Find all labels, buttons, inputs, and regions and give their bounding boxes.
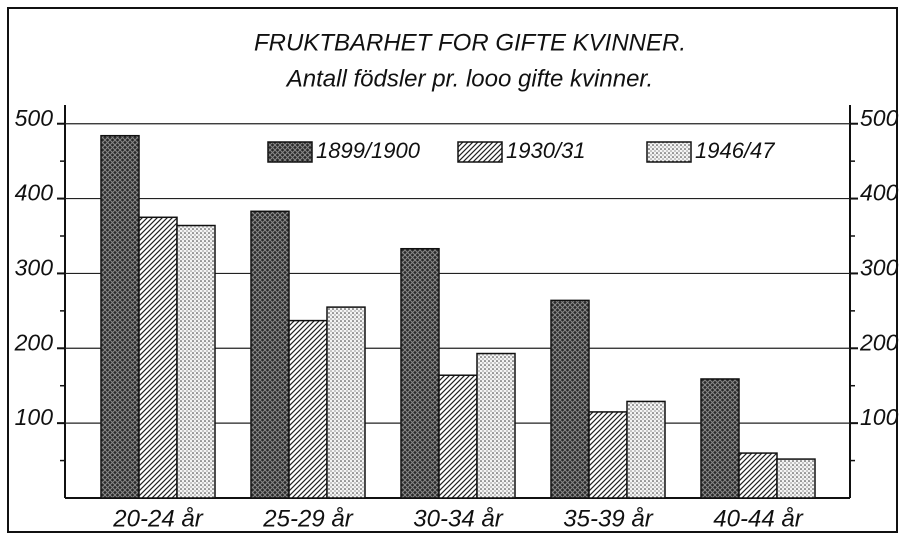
bar bbox=[626, 400, 666, 499]
chart-title: FRUKTBARHET FOR GIFTE KVINNER. bbox=[254, 29, 686, 56]
x-tick-label: 35-39 år bbox=[563, 505, 653, 532]
legend-label: 1946/47 bbox=[695, 138, 775, 163]
x-tick-label: 25-29 år bbox=[262, 505, 353, 532]
bar bbox=[776, 458, 816, 499]
y-tick-label: 200 bbox=[14, 329, 54, 355]
y2-tick-label: 100 bbox=[860, 404, 899, 430]
y2-tick-label: 500 bbox=[860, 105, 899, 131]
bar bbox=[738, 452, 778, 499]
bar bbox=[476, 352, 516, 499]
bar bbox=[588, 411, 628, 499]
bar bbox=[138, 216, 178, 499]
legend-label: 1899/1900 bbox=[316, 138, 421, 163]
x-tick-label: 30-34 år bbox=[413, 505, 503, 532]
bar bbox=[326, 306, 366, 499]
legend-swatch bbox=[457, 141, 503, 163]
bar bbox=[288, 319, 328, 499]
bar bbox=[100, 134, 140, 499]
legend-label: 1930/31 bbox=[506, 138, 586, 163]
y2-tick-label: 200 bbox=[859, 329, 899, 355]
y2-tick-label: 400 bbox=[860, 180, 899, 206]
y2-tick-label: 300 bbox=[860, 255, 899, 281]
bar bbox=[176, 224, 216, 499]
y-tick-label: 100 bbox=[15, 404, 54, 430]
chart-subtitle: Antall födsler pr. looo gifte kvinner. bbox=[285, 65, 653, 92]
bar bbox=[250, 210, 290, 499]
x-tick-label: 40-44 år bbox=[713, 505, 803, 532]
x-tick-label: 20-24 år bbox=[112, 505, 203, 532]
y-tick-label: 500 bbox=[15, 105, 54, 131]
y-tick-label: 300 bbox=[15, 255, 54, 281]
bar bbox=[400, 247, 440, 499]
y-tick-label: 400 bbox=[15, 180, 54, 206]
frame bbox=[7, 7, 898, 533]
legend-swatch bbox=[646, 141, 692, 163]
bar bbox=[438, 374, 478, 499]
legend-swatch bbox=[267, 141, 313, 163]
bar bbox=[700, 378, 740, 499]
bar bbox=[550, 299, 590, 499]
